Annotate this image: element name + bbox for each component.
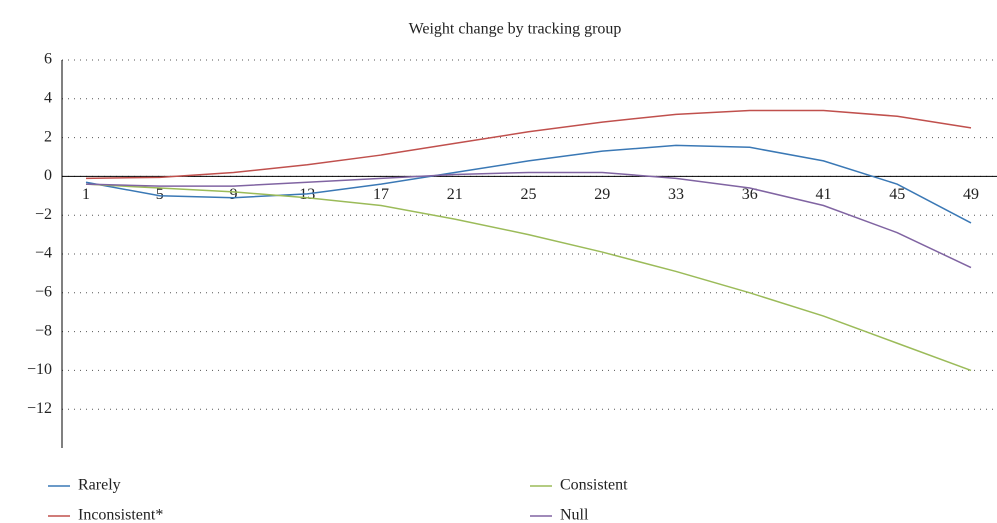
x-tick-label: 36	[742, 186, 758, 203]
legend-label: Inconsistent*	[78, 507, 163, 523]
y-tick-label: 4	[44, 89, 52, 106]
y-tick-label: −10	[27, 361, 52, 378]
y-tick-label: 0	[44, 167, 52, 184]
x-tick-label: 45	[889, 186, 905, 203]
y-tick-label: −8	[35, 322, 52, 339]
legend-label: Null	[560, 507, 589, 523]
x-tick-label: 1	[82, 186, 90, 203]
x-tick-label: 17	[373, 186, 389, 203]
x-tick-label: 25	[521, 186, 537, 203]
y-tick-label: −6	[35, 283, 52, 300]
y-tick-label: −12	[27, 400, 52, 417]
x-tick-label: 21	[447, 186, 463, 203]
series-line	[85, 109, 972, 180]
legend-label: Rarely	[78, 477, 121, 494]
x-tick-label: 41	[816, 186, 832, 203]
series-line	[85, 183, 972, 372]
series-line	[85, 144, 972, 224]
y-tick-label: 6	[44, 51, 52, 68]
x-tick-label: 49	[963, 186, 979, 203]
y-tick-label: 2	[44, 128, 52, 145]
x-tick-label: 29	[594, 186, 610, 203]
x-tick-label: 5	[156, 186, 164, 203]
y-tick-label: −4	[35, 245, 52, 262]
y-tick-label: −2	[35, 206, 52, 223]
x-tick-label: 33	[668, 186, 684, 203]
series-line	[85, 171, 972, 269]
x-tick-label: 9	[230, 186, 238, 203]
legend-label: Consistent	[560, 477, 628, 494]
chart-title: Weight change by tracking group	[409, 21, 622, 38]
